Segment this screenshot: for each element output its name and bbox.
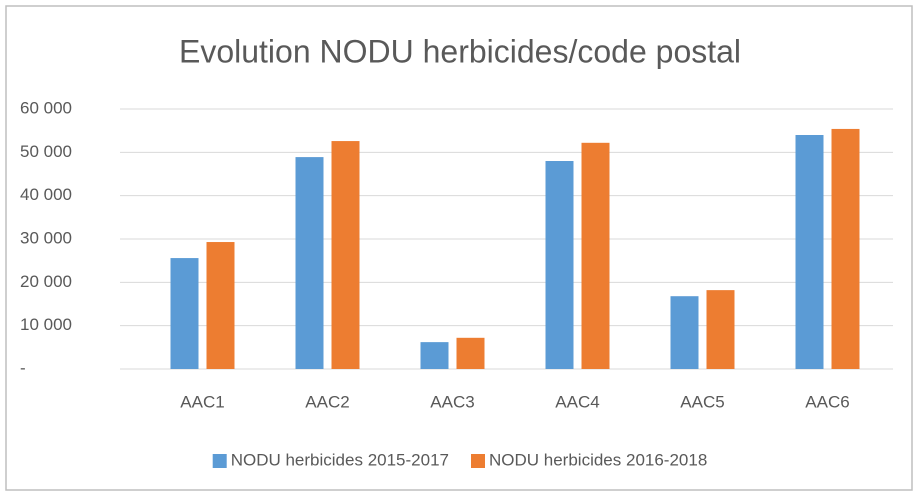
y-tick-label: 30 000 bbox=[20, 228, 72, 247]
y-tick-label: 20 000 bbox=[20, 272, 72, 291]
x-tick-label: AAC4 bbox=[555, 392, 599, 411]
bar bbox=[170, 258, 199, 369]
bar bbox=[420, 342, 449, 369]
chart-border bbox=[5, 5, 913, 491]
bar bbox=[581, 142, 610, 369]
legend-label: NODU herbicides 2016-2018 bbox=[489, 450, 707, 469]
x-tick-label: AAC3 bbox=[430, 392, 474, 411]
legend-swatch bbox=[212, 454, 227, 468]
bar bbox=[331, 141, 360, 369]
bar bbox=[670, 296, 699, 369]
bar bbox=[795, 135, 824, 369]
x-tick-label: AAC6 bbox=[805, 392, 849, 411]
bar bbox=[831, 128, 860, 369]
x-tick-label: AAC2 bbox=[305, 392, 349, 411]
bar bbox=[706, 290, 735, 369]
bar bbox=[456, 337, 485, 369]
y-tick-label: - bbox=[20, 358, 26, 377]
bar bbox=[206, 242, 235, 369]
chart-title: Evolution NODU herbicides/code postal bbox=[179, 33, 741, 69]
bar bbox=[545, 161, 574, 369]
x-tick-label: AAC1 bbox=[180, 392, 224, 411]
y-tick-label: 10 000 bbox=[20, 315, 72, 334]
y-tick-label: 50 000 bbox=[20, 142, 72, 161]
bar bbox=[295, 157, 324, 369]
x-tick-label: AAC5 bbox=[680, 392, 724, 411]
legend-label: NODU herbicides 2015-2017 bbox=[231, 450, 449, 469]
y-tick-label: 60 000 bbox=[20, 98, 72, 117]
y-tick-label: 40 000 bbox=[20, 185, 72, 204]
legend-swatch bbox=[471, 454, 485, 468]
